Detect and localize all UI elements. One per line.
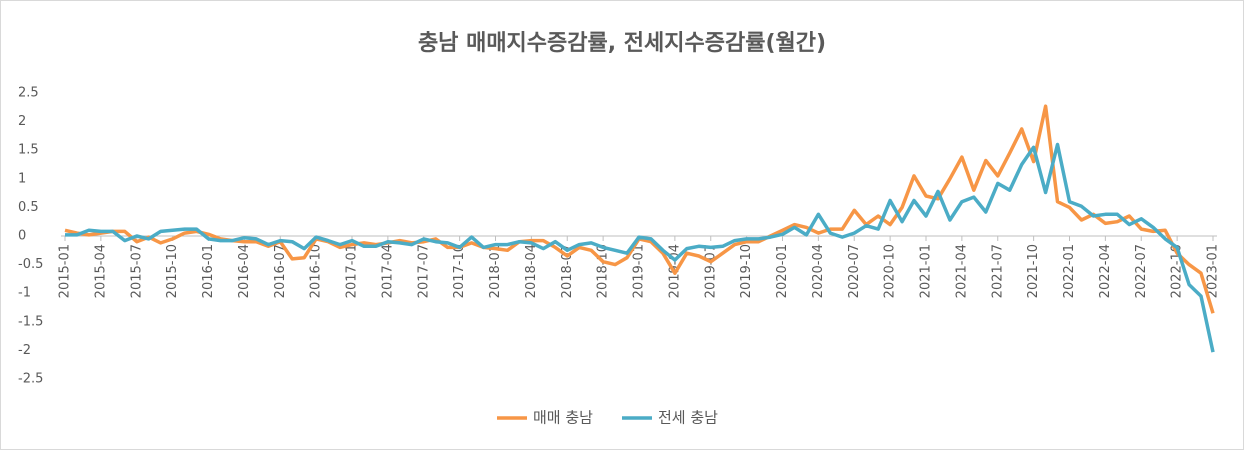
y-tick-label: 2.5: [18, 86, 39, 101]
x-tick-label: 2021-04: [954, 244, 969, 298]
x-tick-label: 2023-01: [1206, 244, 1221, 298]
x-tick-label: 2019-01: [632, 244, 647, 298]
x-tick-label: 2020-01: [775, 244, 790, 298]
x-tick-label: 2017-10: [452, 244, 467, 298]
x-tick-label: 2015-10: [165, 244, 180, 298]
x-tick-label: 2016-04: [237, 244, 252, 298]
x-tick-label: 2017-04: [380, 244, 395, 298]
x-tick-label: 2021-07: [990, 244, 1005, 298]
x-tick-label: 2016-10: [309, 244, 324, 298]
chart-title: 충남 매매지수증감률, 전세지수증감률(월간): [418, 31, 826, 56]
x-tick-label: 2017-01: [345, 244, 360, 298]
x-tick-label: 2016-01: [201, 244, 216, 298]
x-tick-label: 2018-10: [596, 244, 611, 298]
y-tick-label: -1.5: [18, 314, 43, 329]
x-tick-label: 2020-10: [883, 244, 898, 298]
y-tick-label: 0: [18, 229, 26, 244]
x-tick-label: 2020-04: [811, 244, 826, 298]
y-tick-label: 1: [18, 171, 26, 186]
x-tick-label: 2022-07: [1134, 244, 1149, 298]
x-tick-label: 2018-01: [488, 244, 503, 298]
y-tick-label: 2: [18, 114, 26, 129]
legend-label: 매매 충남: [533, 409, 593, 427]
y-tick-label: 1.5: [18, 143, 39, 158]
x-tick-label: 2016-07: [273, 244, 288, 298]
y-tick-label: 0.5: [18, 200, 39, 215]
x-tick-label: 2019-10: [739, 244, 754, 298]
x-tick-label: 2017-07: [416, 244, 431, 298]
x-tick-label: 2022-01: [1062, 244, 1077, 298]
x-tick-label: 2022-04: [1098, 244, 1113, 298]
x-tick-label: 2019-07: [703, 244, 718, 298]
y-tick-label: -2: [18, 343, 31, 358]
y-tick-label: -1: [18, 286, 31, 301]
x-tick-label: 2020-07: [847, 244, 862, 298]
y-tick-label: -0.5: [18, 257, 43, 272]
x-tick-label: 2015-04: [93, 244, 108, 298]
x-tick-label: 2015-07: [129, 244, 144, 298]
x-tick-label: 2015-01: [58, 244, 73, 298]
x-tick-label: 2018-07: [560, 244, 575, 298]
y-tick-label: -2.5: [18, 372, 43, 387]
x-tick-label: 2018-04: [524, 244, 539, 298]
x-tick-label: 2021-01: [919, 244, 934, 298]
series-line: [65, 142, 1215, 353]
x-tick-label: 2021-10: [1026, 244, 1041, 298]
legend-label: 전세 충남: [658, 409, 718, 427]
